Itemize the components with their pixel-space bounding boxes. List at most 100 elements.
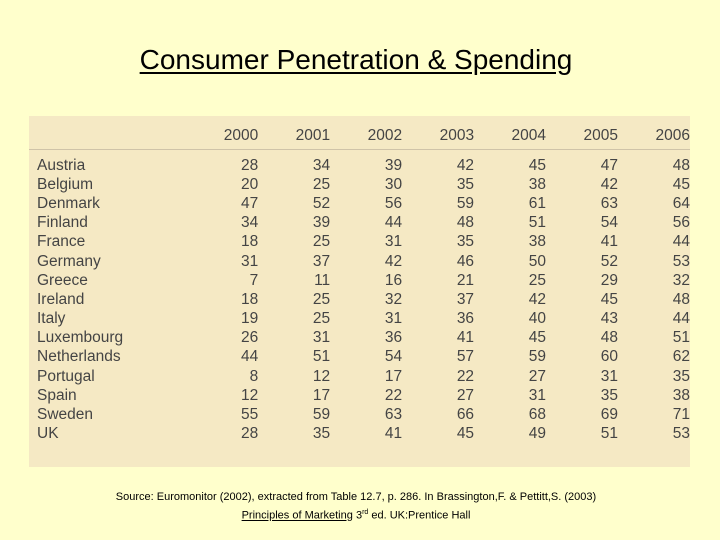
country-cell: Greece (37, 271, 88, 289)
data-table-panel: 2000 2001 2002 2003 2004 2005 2006 Austria 28 34… (29, 116, 690, 467)
country-cell: UK (37, 425, 59, 443)
table-row: Netherlands 44 51 54 57 59 60 62 (29, 348, 690, 367)
value-cell: 36 (384, 329, 403, 347)
value-cell: 25 (528, 271, 547, 289)
value-cell: 45 (672, 175, 690, 193)
value-cell: 35 (456, 233, 475, 251)
value-cell: 47 (600, 156, 618, 174)
value-cell: 53 (672, 252, 690, 270)
value-cell: 18 (240, 233, 259, 251)
country-cell: Portugal (37, 367, 95, 385)
table-row: Sweden 55 59 63 66 68 69 71 (29, 405, 690, 424)
year-header: 2000 (186, 122, 259, 150)
value-cell: 35 (672, 367, 690, 385)
value-cell: 55 (240, 406, 259, 424)
value-cell: 37 (312, 252, 331, 270)
value-cell: 25 (312, 233, 331, 251)
value-cell: 49 (528, 425, 547, 443)
value-cell: 51 (312, 348, 331, 366)
table-row: Denmark 47 52 56 59 61 63 64 (29, 194, 690, 213)
value-cell: 57 (456, 348, 475, 366)
value-cell: 51 (672, 329, 690, 347)
header-corner (29, 122, 187, 150)
value-cell: 71 (672, 406, 690, 424)
value-cell: 28 (240, 156, 259, 174)
value-cell: 44 (240, 348, 259, 366)
value-cell: 32 (672, 271, 690, 289)
value-cell: 63 (600, 194, 618, 212)
value-cell: 44 (384, 214, 403, 232)
table-row: Finland 34 39 44 48 51 54 56 (29, 214, 690, 233)
value-cell: 56 (384, 194, 403, 212)
value-cell: 43 (600, 310, 618, 328)
value-cell: 7 (249, 271, 259, 289)
value-cell: 63 (384, 406, 403, 424)
value-cell: 35 (312, 425, 331, 443)
country-cell: Belgium (37, 175, 93, 193)
value-cell: 60 (600, 348, 618, 366)
value-cell: 42 (384, 252, 403, 270)
year-header: 2003 (402, 122, 475, 150)
value-cell: 38 (672, 386, 690, 404)
value-cell: 59 (528, 348, 547, 366)
book-title-link[interactable]: Principles of Marketing (241, 509, 353, 522)
value-cell: 45 (456, 425, 475, 443)
country-cell: Austria (37, 156, 86, 174)
value-cell: 45 (600, 290, 618, 308)
value-cell: 56 (672, 214, 690, 232)
value-cell: 48 (600, 329, 618, 347)
value-cell: 39 (384, 156, 403, 174)
value-cell: 36 (456, 310, 475, 328)
value-cell: 31 (600, 367, 618, 385)
value-cell: 62 (672, 348, 690, 366)
table-header-row: 2000 2001 2002 2003 2004 2005 2006 (29, 122, 690, 150)
country-cell: France (37, 233, 86, 251)
value-cell: 45 (528, 329, 547, 347)
country-cell: Spain (37, 386, 77, 404)
value-cell: 41 (600, 233, 618, 251)
value-cell: 45 (528, 156, 547, 174)
value-cell: 19 (240, 310, 259, 328)
value-cell: 38 (528, 175, 547, 193)
value-cell: 53 (672, 425, 690, 443)
value-cell: 25 (312, 175, 331, 193)
value-cell: 39 (312, 214, 331, 232)
table-row: Austria 28 34 39 42 45 47 48 (29, 150, 690, 176)
penetration-table: 2000 2001 2002 2003 2004 2005 2006 Austria 28 34… (29, 122, 690, 444)
value-cell: 27 (528, 367, 547, 385)
value-cell: 31 (312, 329, 331, 347)
value-cell: 22 (456, 367, 475, 385)
value-cell: 41 (456, 329, 475, 347)
value-cell: 38 (528, 233, 547, 251)
table-row: France 18 25 31 35 38 41 44 (29, 233, 690, 252)
value-cell: 50 (528, 252, 547, 270)
value-cell: 59 (312, 406, 331, 424)
country-cell: Netherlands (37, 348, 121, 366)
value-cell: 8 (249, 367, 259, 385)
value-cell: 28 (240, 425, 259, 443)
value-cell: 54 (384, 348, 403, 366)
value-cell: 42 (528, 290, 547, 308)
value-cell: 30 (384, 175, 403, 193)
value-cell: 48 (672, 290, 690, 308)
source-line-2: Principles of Marketing 3rd ed. UK:Prent… (0, 505, 712, 524)
country-cell: Sweden (37, 406, 94, 424)
value-cell: 44 (672, 233, 690, 251)
value-cell: 66 (456, 406, 475, 424)
table-body: Austria 28 34 39 42 45 47 48 Belgium 20 25 30 35 38 42… (29, 150, 690, 444)
table-row: Ireland 18 25 32 37 42 45 48 (29, 290, 690, 309)
year-header: 2001 (258, 122, 331, 150)
value-cell: 32 (384, 290, 403, 308)
value-cell: 20 (240, 175, 259, 193)
value-cell: 37 (456, 290, 475, 308)
value-cell: 59 (456, 194, 475, 212)
table-row: Belgium 20 25 30 35 38 42 45 (29, 175, 690, 194)
country-cell: Ireland (37, 290, 85, 308)
page-title: Consumer Penetration & Spending (139, 44, 573, 75)
table-row: Spain 12 17 22 27 31 35 38 (29, 386, 690, 405)
value-cell: 22 (384, 386, 403, 404)
value-cell: 17 (384, 367, 403, 385)
value-cell: 52 (600, 252, 618, 270)
table-row: Greece 7 11 16 21 25 29 32 (29, 271, 690, 290)
value-cell: 64 (672, 194, 690, 212)
